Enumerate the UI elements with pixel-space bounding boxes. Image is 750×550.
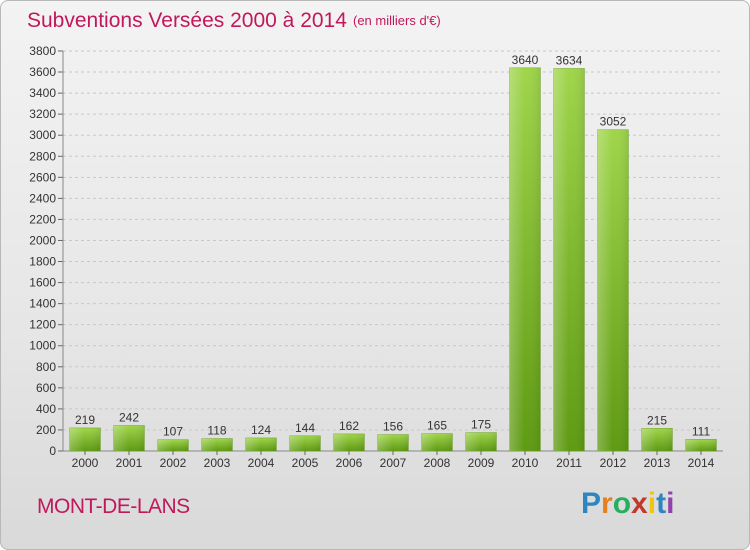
y-tick-label: 200	[36, 423, 56, 437]
x-tick-label: 2014	[688, 456, 715, 470]
x-tick-label: 2013	[644, 456, 671, 470]
y-tick-label: 1800	[29, 255, 56, 269]
logo-letter: i	[666, 487, 675, 520]
y-tick-label: 3000	[29, 128, 56, 142]
bar-shine	[69, 427, 101, 451]
y-tick-label: 1200	[29, 318, 56, 332]
bar-shine	[245, 437, 277, 451]
data-label: 124	[251, 423, 271, 437]
data-label: 156	[383, 420, 403, 434]
x-axis: 2000 2001 2002 2003 2004 2005 2006 2007 2008 2009…	[72, 451, 715, 470]
x-tick-label: 2010	[512, 456, 539, 470]
chart-title: Subventions Versées 2000 à 2014	[27, 9, 347, 32]
x-tick-label: 2012	[600, 456, 627, 470]
y-tick-label: 800	[36, 360, 56, 374]
y-tick-label: 2000	[29, 233, 56, 247]
commune-name: MONT-DE-LANS	[37, 495, 190, 518]
logo-letter: r	[601, 487, 613, 520]
y-tick-label: 2400	[29, 191, 56, 205]
y-tick-label: 1600	[29, 276, 56, 290]
bar-shine	[509, 67, 541, 451]
bar-shine	[113, 425, 145, 451]
y-tick-label: 3200	[29, 107, 56, 121]
bar-shine	[553, 68, 585, 451]
x-tick-label: 2009	[468, 456, 495, 470]
y-tick-label: 3600	[29, 65, 56, 79]
y-tick-label: 2200	[29, 212, 56, 226]
data-label: 107	[163, 425, 183, 439]
proxiti-logo[interactable]: Proxiti	[581, 487, 674, 521]
bar-shine	[333, 433, 365, 451]
y-tick-label: 1400	[29, 297, 56, 311]
data-label: 3052	[600, 115, 627, 129]
data-label: 242	[119, 411, 139, 425]
x-tick-label: 2004	[248, 456, 275, 470]
data-label: 144	[295, 421, 315, 435]
x-tick-label: 2011	[556, 456, 582, 470]
y-tick-label: 3800	[29, 44, 56, 58]
data-label: 219	[75, 413, 95, 427]
data-label: 3634	[556, 53, 583, 67]
x-tick-label: 2002	[160, 456, 187, 470]
logo-letter: o	[612, 487, 632, 520]
bar-shine	[685, 439, 717, 451]
grid-lines	[63, 50, 723, 452]
x-tick-label: 2003	[204, 456, 231, 470]
logo-letter: i	[647, 487, 657, 520]
y-tick-label: 1000	[29, 339, 56, 353]
data-label: 175	[471, 418, 491, 432]
data-label: 215	[647, 413, 667, 427]
x-tick-label: 2005	[292, 456, 319, 470]
bar-shine	[421, 433, 453, 451]
logo-letter: P	[581, 487, 602, 520]
y-tick-label: 3400	[29, 86, 56, 100]
bar-shine	[465, 432, 497, 451]
bars: 219 242 107 118 124 144 162 156 165 175 3640 3634 30…	[69, 53, 717, 452]
x-tick-label: 2006	[336, 456, 363, 470]
y-tick-label: 2800	[29, 149, 56, 163]
bar-shine	[597, 129, 629, 451]
data-label: 165	[427, 419, 447, 433]
data-label: 162	[339, 419, 359, 433]
logo-letter: x	[631, 487, 648, 520]
x-tick-label: 2008	[424, 456, 451, 470]
logo-letter: t	[656, 487, 667, 520]
bar-shine	[201, 438, 233, 451]
chart-subtitle: (en milliers d'€)	[353, 13, 441, 28]
bar-shine	[289, 435, 321, 451]
data-label: 3640	[512, 53, 539, 67]
x-tick-label: 2001	[116, 456, 143, 470]
y-tick-label: 600	[36, 381, 56, 395]
y-tick-label: 400	[36, 402, 56, 416]
y-tick-label: 0	[49, 444, 56, 458]
data-label: 111	[692, 424, 711, 438]
y-tick-label: 2600	[29, 170, 56, 184]
bar-shine	[157, 439, 189, 451]
bar-shine	[377, 434, 409, 451]
x-tick-label: 2007	[380, 456, 407, 470]
bar-shine	[641, 428, 673, 451]
data-label: 118	[207, 424, 226, 438]
x-tick-label: 2000	[72, 456, 99, 470]
